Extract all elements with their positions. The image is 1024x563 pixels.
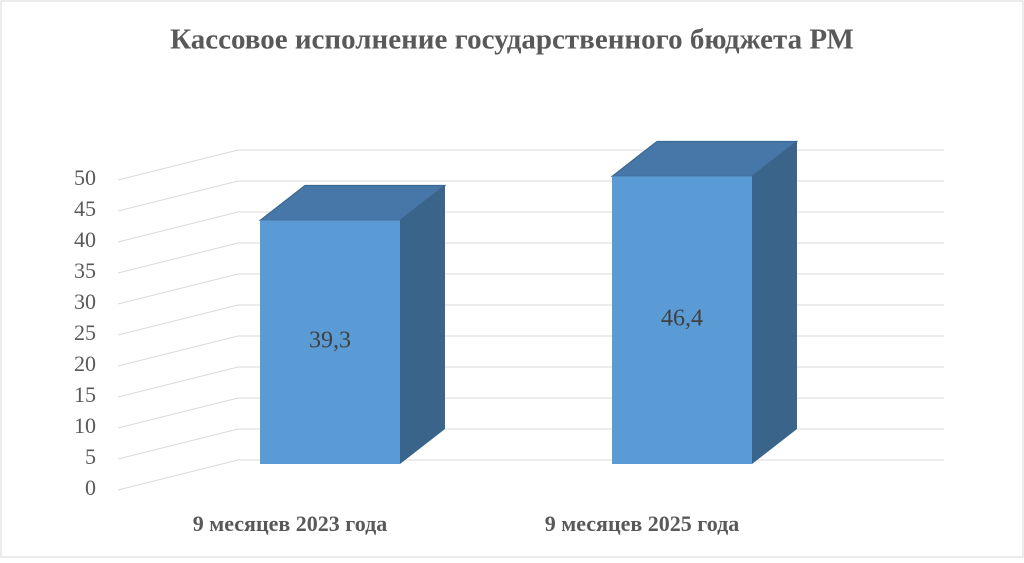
x-tick-label: 9 месяцев 2025 года xyxy=(545,511,739,536)
y-tick-label: 40 xyxy=(74,227,96,252)
y-tick-label: 50 xyxy=(74,165,96,190)
data-label: 46,4 xyxy=(661,306,703,332)
y-tick-label: 5 xyxy=(85,444,96,469)
y-tick-label: 10 xyxy=(74,413,96,438)
x-tick-label: 9 месяцев 2023 года xyxy=(193,511,387,536)
bar-side xyxy=(752,141,797,464)
y-tick-label: 25 xyxy=(74,320,96,345)
y-tick-label: 0 xyxy=(85,475,96,500)
chart-title: Кассовое исполнение государственного бюд… xyxy=(170,24,854,56)
bar xyxy=(260,220,400,464)
y-tick-label: 45 xyxy=(74,196,96,221)
y-tick-label: 20 xyxy=(74,351,96,376)
y-tick-label: 35 xyxy=(74,258,96,283)
y-tick-label: 15 xyxy=(74,382,96,407)
bar-side xyxy=(400,185,445,464)
bar xyxy=(612,176,752,464)
y-tick-label: 30 xyxy=(74,289,96,314)
data-label: 39,3 xyxy=(309,328,351,354)
